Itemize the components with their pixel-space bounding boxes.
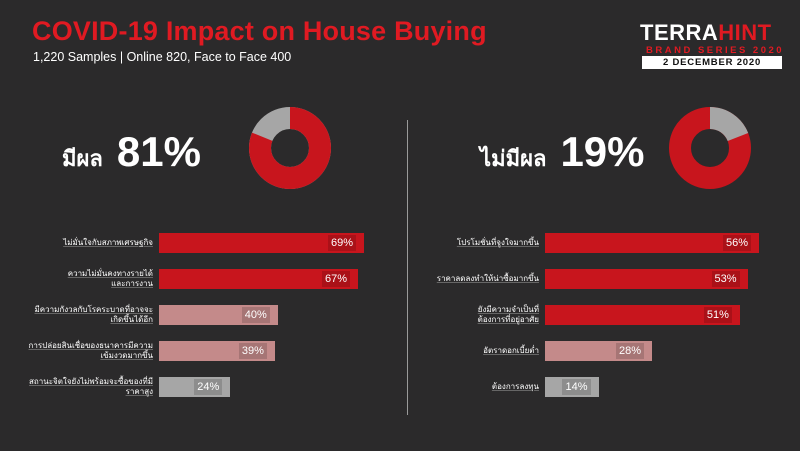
right-bar-label: ต้องการลงทุน bbox=[491, 382, 539, 391]
left-bar: 67% bbox=[159, 269, 359, 289]
right-bar-label: โปรโมชั่นที่จูงใจมากขึ้น bbox=[456, 238, 539, 247]
right-bar: 56% bbox=[545, 233, 759, 253]
left-bar-label: ความไม่มั่นคงทางรายได้ และการงาน bbox=[67, 269, 153, 288]
panel-divider bbox=[407, 120, 408, 415]
left-headline-label: มีผล bbox=[62, 147, 103, 172]
left-bar-label: ไม่มั่นใจกับสภาพเศรษฐกิจ bbox=[63, 238, 153, 247]
right-bar-value: 51% bbox=[703, 307, 732, 323]
page-title: COVID-19 Impact on House Buying bbox=[32, 16, 487, 46]
right-bar: 14% bbox=[545, 377, 599, 397]
left-bar: 39% bbox=[159, 341, 275, 361]
right-donut-slice bbox=[669, 107, 751, 189]
right-bar: 28% bbox=[545, 341, 652, 361]
left-bar-value: 40% bbox=[241, 307, 270, 323]
left-bar-value: 24% bbox=[194, 379, 223, 395]
right-bar-value: 53% bbox=[711, 271, 740, 287]
left-donut-slice bbox=[249, 107, 331, 189]
right-bar-label: ยังมีความจำเป็นที่ ต้องการที่อยู่อาศัย bbox=[477, 305, 539, 324]
left-bar: 69% bbox=[159, 233, 364, 253]
left-bar-label: การปล่อยสินเชื่อของธนาคารมีความ เข้มงวดมา… bbox=[28, 341, 153, 360]
logo-date: 2 DECEMBER 2020 bbox=[642, 56, 782, 69]
right-bar-label: อัตราดอกเบี้ยต่ำ bbox=[483, 346, 539, 355]
left-bar-label: มีความกังวลกับโรคระบาดที่อาจจะ เกิดขึ้นได… bbox=[34, 305, 154, 324]
terrahint-logo: TERRAHINT BRAND SERIES 2020 2 DECEMBER 2… bbox=[640, 20, 785, 69]
logo-word-hint: HINT bbox=[718, 20, 772, 45]
left-bar: 24% bbox=[159, 377, 231, 397]
right-bar-value: 56% bbox=[722, 235, 751, 251]
left-donut-chart bbox=[249, 107, 331, 189]
right-headline-label: ไม่มีผล bbox=[480, 147, 547, 172]
logo-wordmark: TERRAHINT bbox=[640, 20, 772, 46]
right-headline-value: 19% bbox=[560, 128, 645, 175]
right-bar: 51% bbox=[545, 305, 740, 325]
left-bar-value: 69% bbox=[327, 235, 356, 251]
right-bar-value: 28% bbox=[615, 343, 644, 359]
logo-word-terra: TERRA bbox=[640, 20, 719, 45]
right-bar: 53% bbox=[545, 269, 748, 289]
left-bar: 40% bbox=[159, 305, 278, 325]
page-subtitle: 1,220 Samples | Online 820, Face to Face… bbox=[33, 50, 292, 64]
right-bar-label: ราคาลดลงทำให้น่าซื้อมากขึ้น bbox=[436, 274, 539, 283]
logo-series: BRAND SERIES 2020 bbox=[646, 45, 785, 56]
right-headline: ไม่มีผล 19% bbox=[480, 128, 645, 176]
left-headline: มีผล 81% bbox=[62, 128, 201, 176]
right-bar-value: 14% bbox=[562, 379, 591, 395]
right-donut-chart bbox=[669, 107, 751, 189]
left-bar-value: 39% bbox=[238, 343, 267, 359]
left-headline-value: 81% bbox=[116, 128, 201, 175]
left-bar-label: สถานะจิตใจยังไม่พร้อมจะซื้อของที่มี ราคาส… bbox=[29, 377, 153, 396]
left-bar-value: 67% bbox=[322, 271, 351, 287]
